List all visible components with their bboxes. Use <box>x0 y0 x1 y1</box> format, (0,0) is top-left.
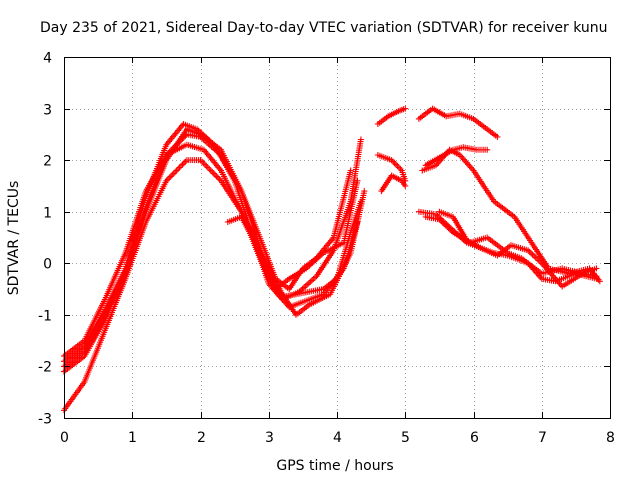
data-point-markers <box>61 157 368 414</box>
x-axis-label: GPS time / hours <box>276 458 393 474</box>
data-point-markers <box>436 208 600 290</box>
y-tick-label: 0 <box>43 257 52 273</box>
x-tick-label: 3 <box>265 430 274 446</box>
data-point-markers <box>422 213 600 277</box>
series-track-2 <box>61 126 361 370</box>
data-point-markers <box>422 144 491 169</box>
x-tick-label: 5 <box>401 430 410 446</box>
data-point-markers <box>415 105 501 140</box>
chart-title: Day 235 of 2021, Sidereal Day-to-day VTE… <box>40 20 608 36</box>
x-tick-label: 2 <box>197 430 206 446</box>
data-point-markers <box>61 126 361 370</box>
y-tick-label: 2 <box>43 154 52 170</box>
data-point-markers <box>378 172 409 195</box>
x-tick-label: 6 <box>470 430 479 446</box>
y-tick-label: 4 <box>43 51 52 67</box>
tick-layer: 0 1 2 3 4 5 6 7 8 -3 -2 -1 0 1 2 3 4 <box>38 51 615 447</box>
x-tick-label: 7 <box>538 430 547 446</box>
y-tick-label: -3 <box>38 412 52 428</box>
series-track-9 <box>378 172 409 195</box>
series-track-8 <box>374 152 409 184</box>
data-point-markers <box>374 105 409 127</box>
x-tick-label: 0 <box>60 430 69 446</box>
y-tick-label: 3 <box>43 103 52 119</box>
series-track-12 <box>422 144 491 169</box>
y-tick-label: -1 <box>38 309 52 325</box>
data-layer <box>61 105 603 414</box>
series-track-15 <box>436 208 600 290</box>
data-point-markers <box>224 198 364 300</box>
y-axis-label: SDTVAR / TECUs <box>6 181 22 296</box>
series-track-10 <box>415 105 501 140</box>
y-tick-label: -2 <box>38 360 52 376</box>
data-point-markers <box>374 152 409 184</box>
grid-layer <box>64 57 610 418</box>
y-tick-label: 1 <box>43 206 52 222</box>
series-track-3 <box>61 157 368 414</box>
series-track-14 <box>422 213 600 277</box>
x-tick-label: 1 <box>128 430 137 446</box>
series-track-6 <box>224 198 364 300</box>
x-tick-label: 4 <box>333 430 342 446</box>
x-tick-label: 8 <box>606 430 615 446</box>
series-track-7 <box>374 105 409 127</box>
